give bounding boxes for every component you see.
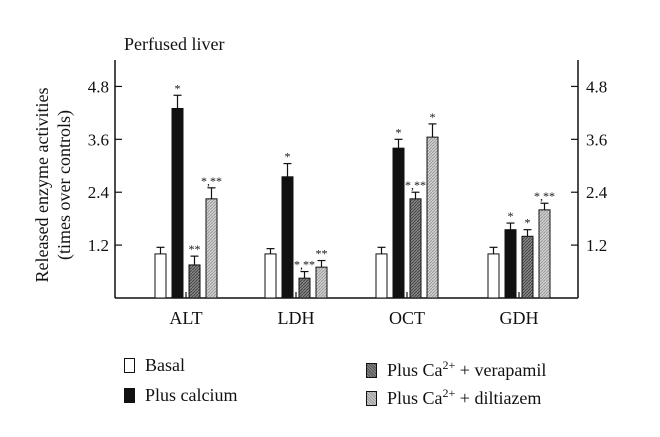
legend-item-basal: Basal	[124, 355, 185, 376]
legend-label-verapamil: Plus Ca2+ + verapamil	[387, 358, 547, 380]
bar-alt-s0	[154, 253, 167, 299]
significance-label: *,**	[294, 258, 315, 272]
y-tick-label-right: 2.4	[586, 183, 608, 202]
bar-oct-s1	[392, 147, 405, 299]
significance-label: *,**	[201, 174, 222, 188]
legend-swatch-basal	[124, 358, 135, 373]
chart-title: Perfused liver	[124, 34, 224, 54]
x-tick-label-gdh: GDH	[500, 308, 539, 328]
plot-area: 1.2 1.22.4 2.43.6 3.64.8 4.8ALT****,**LDH**,…	[88, 60, 608, 328]
legend-swatch-diltiazem	[366, 391, 377, 406]
legend-label-calcium: Plus calcium	[145, 385, 238, 405]
y-tick-label-right: 3.6	[586, 130, 607, 149]
significance-label: *,**	[534, 189, 555, 203]
bar-gdh-s3	[538, 209, 551, 299]
bar-gdh-s1	[504, 229, 517, 299]
bar-oct-s3	[426, 136, 439, 299]
x-tick-label-ldh: LDH	[278, 308, 315, 328]
legend-label-basal: Basal	[145, 355, 185, 375]
bar-ldh-s1	[281, 176, 294, 299]
legend-item-verapamil: Plus Ca2+ + verapamil	[366, 358, 547, 381]
y-axis-label: Released enzyme activities	[32, 88, 52, 283]
legend-swatch-calcium	[124, 388, 135, 403]
y-tick-label-left: 2.4	[88, 183, 110, 202]
x-tick-label-alt: ALT	[169, 308, 202, 328]
legend-item-calcium: Plus calcium	[124, 385, 238, 406]
legend-swatch-verapamil	[366, 363, 377, 378]
bar-chart: Perfused liver Released enzyme activitie…	[32, 34, 608, 328]
y-tick-label-right: 1.2	[586, 236, 607, 255]
bar-alt-s2	[188, 264, 201, 299]
x-tick-label-oct: OCT	[389, 308, 425, 328]
y-tick-label-left: 1.2	[88, 236, 109, 255]
significance-label: *	[525, 216, 531, 230]
significance-label: **	[316, 247, 328, 261]
significance-label: *	[396, 125, 402, 139]
significance-label: **	[189, 242, 201, 256]
legend-item-diltiazem: Plus Ca2+ + diltiazem	[366, 386, 542, 409]
y-tick-label-left: 4.8	[88, 77, 109, 96]
bar-ldh-s0	[264, 253, 277, 299]
bar-gdh-s2	[521, 235, 534, 299]
significance-label: *	[175, 81, 181, 95]
significance-label: *	[430, 110, 436, 124]
bar-ldh-s3	[315, 266, 328, 299]
significance-label: *,**	[405, 178, 426, 192]
bar-ldh-s2	[298, 277, 311, 299]
bar-oct-s2	[409, 198, 422, 299]
bar-alt-s1	[171, 107, 184, 299]
y-axis-label-line2: (times over controls)	[54, 110, 75, 260]
y-tick-label-right: 4.8	[586, 77, 607, 96]
bar-gdh-s0	[487, 253, 500, 299]
y-tick-label-left: 3.6	[88, 130, 109, 149]
legend-label-diltiazem: Plus Ca2+ + diltiazem	[387, 386, 542, 408]
significance-label: *	[508, 209, 514, 223]
significance-label: *	[285, 150, 291, 164]
bar-alt-s3	[205, 198, 218, 299]
bar-oct-s0	[375, 253, 388, 299]
